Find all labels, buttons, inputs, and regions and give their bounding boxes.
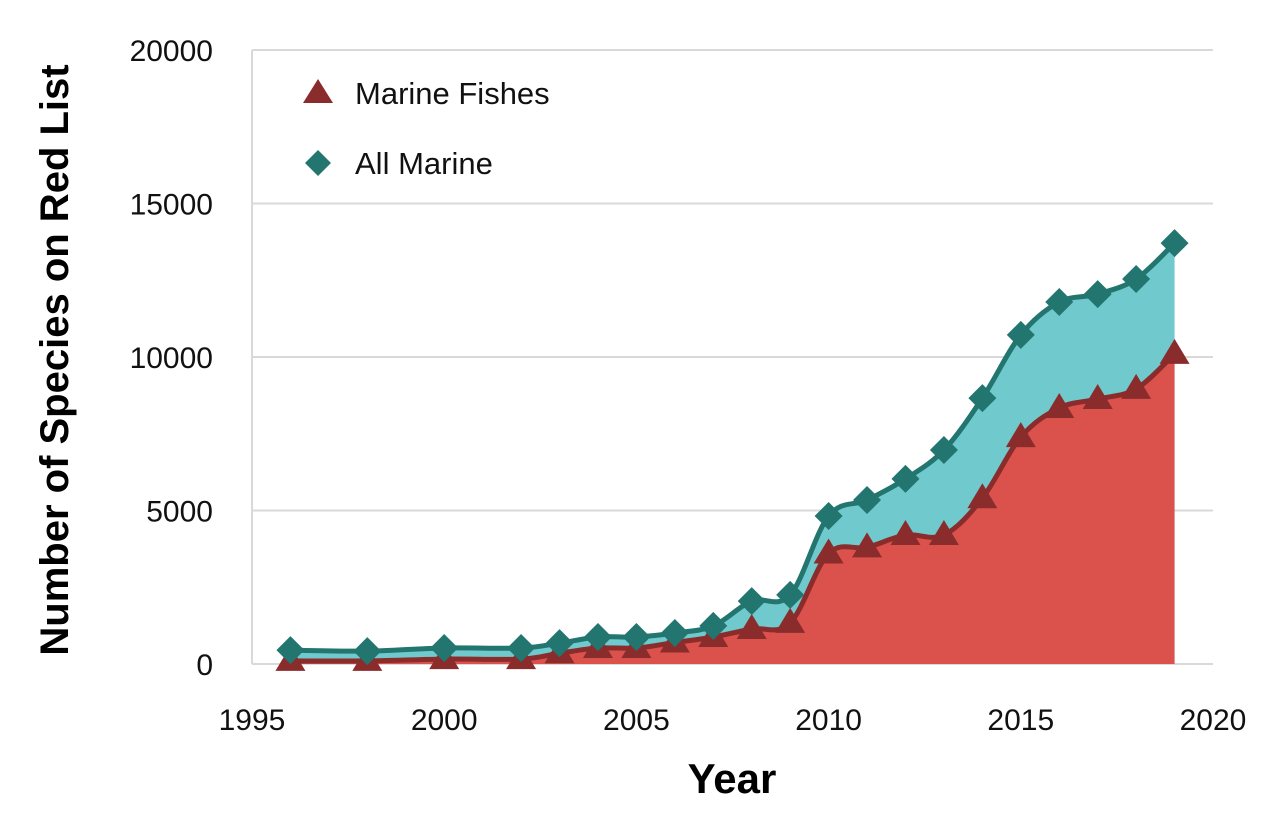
point-all-marine <box>353 637 382 666</box>
y-tick-label: 0 <box>196 649 213 682</box>
point-all-marine <box>660 618 689 647</box>
point-marine-fishes <box>890 520 921 546</box>
markers <box>275 229 1190 671</box>
point-all-marine <box>583 622 612 651</box>
point-all-marine <box>929 436 958 465</box>
point-all-marine <box>1083 280 1112 309</box>
point-all-marine <box>1122 265 1151 294</box>
x-tick-label: 2010 <box>795 704 862 737</box>
point-all-marine <box>276 636 305 665</box>
y-tick-label: 10000 <box>130 342 213 375</box>
point-all-marine <box>853 486 882 515</box>
point-all-marine <box>891 464 920 493</box>
x-tick-label: 1995 <box>219 704 286 737</box>
point-marine-fishes <box>1159 338 1190 364</box>
point-all-marine <box>622 622 651 651</box>
point-all-marine <box>737 587 766 616</box>
x-tick-label: 2005 <box>603 704 670 737</box>
point-all-marine <box>545 629 574 658</box>
y-tick-label: 20000 <box>130 35 213 68</box>
point-marine-fishes <box>1005 422 1036 448</box>
area-marine-fishes <box>290 353 1175 664</box>
legend-marker-all-marine <box>305 150 331 176</box>
point-all-marine <box>507 634 536 663</box>
x-tick-labels: 1995 2000 2005 2010 2015 2020 <box>219 704 1247 737</box>
point-all-marine <box>968 384 997 413</box>
point-marine-fishes <box>928 520 959 546</box>
x-axis-title: Year <box>688 755 777 802</box>
legend-label-marine-fishes: Marine Fishes <box>355 76 550 111</box>
x-tick-label: 2020 <box>1180 704 1247 737</box>
point-marine-fishes <box>967 483 998 509</box>
point-all-marine <box>699 611 728 640</box>
y-tick-labels: 0 5000 10000 15000 20000 <box>130 35 213 682</box>
y-tick-label: 5000 <box>146 496 213 529</box>
point-all-marine <box>814 502 843 531</box>
legend: Marine Fishes All Marine <box>303 76 550 181</box>
point-marine-fishes <box>1121 373 1152 399</box>
point-marine-fishes <box>852 532 883 558</box>
y-axis-title: Number of Species on Red List <box>33 64 77 655</box>
point-marine-fishes <box>1044 392 1075 418</box>
legend-label-all-marine: All Marine <box>355 146 493 181</box>
point-all-marine <box>1160 229 1189 258</box>
x-tick-label: 2000 <box>411 704 478 737</box>
areas <box>290 243 1175 664</box>
point-all-marine <box>1045 288 1074 317</box>
x-tick-label: 2015 <box>987 704 1054 737</box>
y-tick-label: 15000 <box>130 189 213 222</box>
point-all-marine <box>1006 320 1035 349</box>
point-all-marine <box>776 580 805 609</box>
point-marine-fishes <box>775 607 806 633</box>
point-marine-fishes <box>736 614 767 640</box>
legend-marker-marine-fishes <box>303 79 333 103</box>
point-marine-fishes <box>1082 384 1113 410</box>
point-all-marine <box>430 634 459 663</box>
point-marine-fishes <box>813 538 844 564</box>
